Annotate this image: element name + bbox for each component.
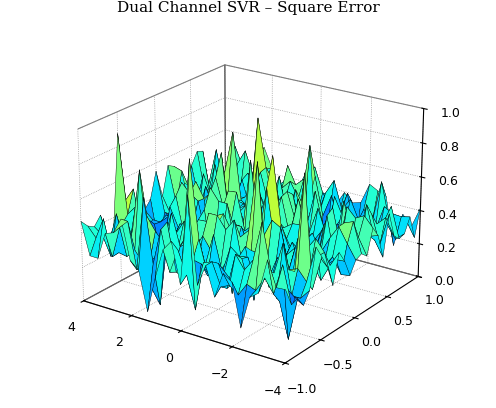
Title: Dual Channel SVR – Square Error: Dual Channel SVR – Square Error	[117, 1, 379, 15]
